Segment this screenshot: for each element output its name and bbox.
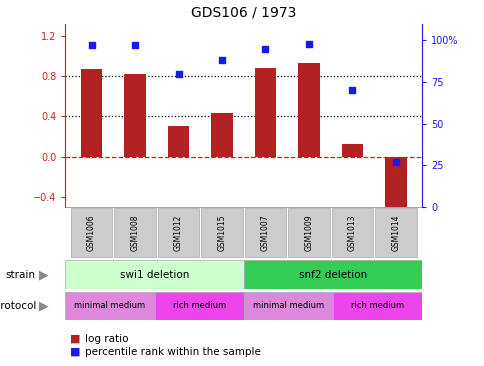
- Text: GSM1009: GSM1009: [304, 214, 313, 251]
- Bar: [157, 208, 199, 257]
- Bar: [80, 69, 102, 157]
- Text: minimal medium: minimal medium: [252, 301, 323, 310]
- Bar: [254, 68, 276, 157]
- Text: ■: ■: [70, 347, 81, 357]
- Bar: [374, 208, 416, 257]
- Bar: [65, 261, 243, 288]
- Bar: [114, 208, 155, 257]
- Point: [304, 41, 312, 47]
- Text: GSM1008: GSM1008: [130, 214, 139, 251]
- Text: swi1 deletion: swi1 deletion: [120, 269, 189, 280]
- Bar: [243, 261, 421, 288]
- Bar: [244, 208, 286, 257]
- Text: GSM1006: GSM1006: [87, 214, 96, 251]
- Text: percentile rank within the sample: percentile rank within the sample: [85, 347, 260, 357]
- Point: [391, 159, 399, 165]
- Bar: [331, 208, 373, 257]
- Bar: [332, 292, 421, 320]
- Point: [218, 57, 226, 63]
- Bar: [298, 63, 319, 157]
- Text: GSM1014: GSM1014: [391, 214, 399, 251]
- Bar: [124, 74, 146, 157]
- Point: [88, 42, 95, 48]
- Text: rich medium: rich medium: [350, 301, 403, 310]
- Text: rich medium: rich medium: [172, 301, 225, 310]
- Bar: [287, 208, 329, 257]
- Bar: [384, 157, 406, 209]
- Bar: [167, 126, 189, 157]
- Text: growth protocol: growth protocol: [0, 300, 36, 311]
- Text: minimal medium: minimal medium: [75, 301, 145, 310]
- Text: snf2 deletion: snf2 deletion: [298, 269, 366, 280]
- Bar: [243, 292, 332, 320]
- Bar: [154, 292, 243, 320]
- Point: [348, 87, 356, 93]
- Point: [261, 46, 269, 52]
- Text: strain: strain: [6, 269, 36, 280]
- Bar: [341, 145, 363, 157]
- Text: ▶: ▶: [39, 299, 48, 312]
- Title: GDS106 / 1973: GDS106 / 1973: [191, 6, 296, 20]
- Text: ▶: ▶: [39, 268, 48, 281]
- Point: [131, 42, 138, 48]
- Bar: [71, 208, 112, 257]
- Text: GSM1013: GSM1013: [347, 214, 356, 251]
- Bar: [65, 292, 154, 320]
- Point: [174, 71, 182, 76]
- Text: GSM1015: GSM1015: [217, 214, 226, 251]
- Text: ■: ■: [70, 333, 81, 344]
- Text: GSM1012: GSM1012: [174, 214, 182, 251]
- Text: GSM1007: GSM1007: [260, 214, 270, 251]
- Bar: [211, 113, 232, 157]
- Bar: [201, 208, 242, 257]
- Text: log ratio: log ratio: [85, 333, 128, 344]
